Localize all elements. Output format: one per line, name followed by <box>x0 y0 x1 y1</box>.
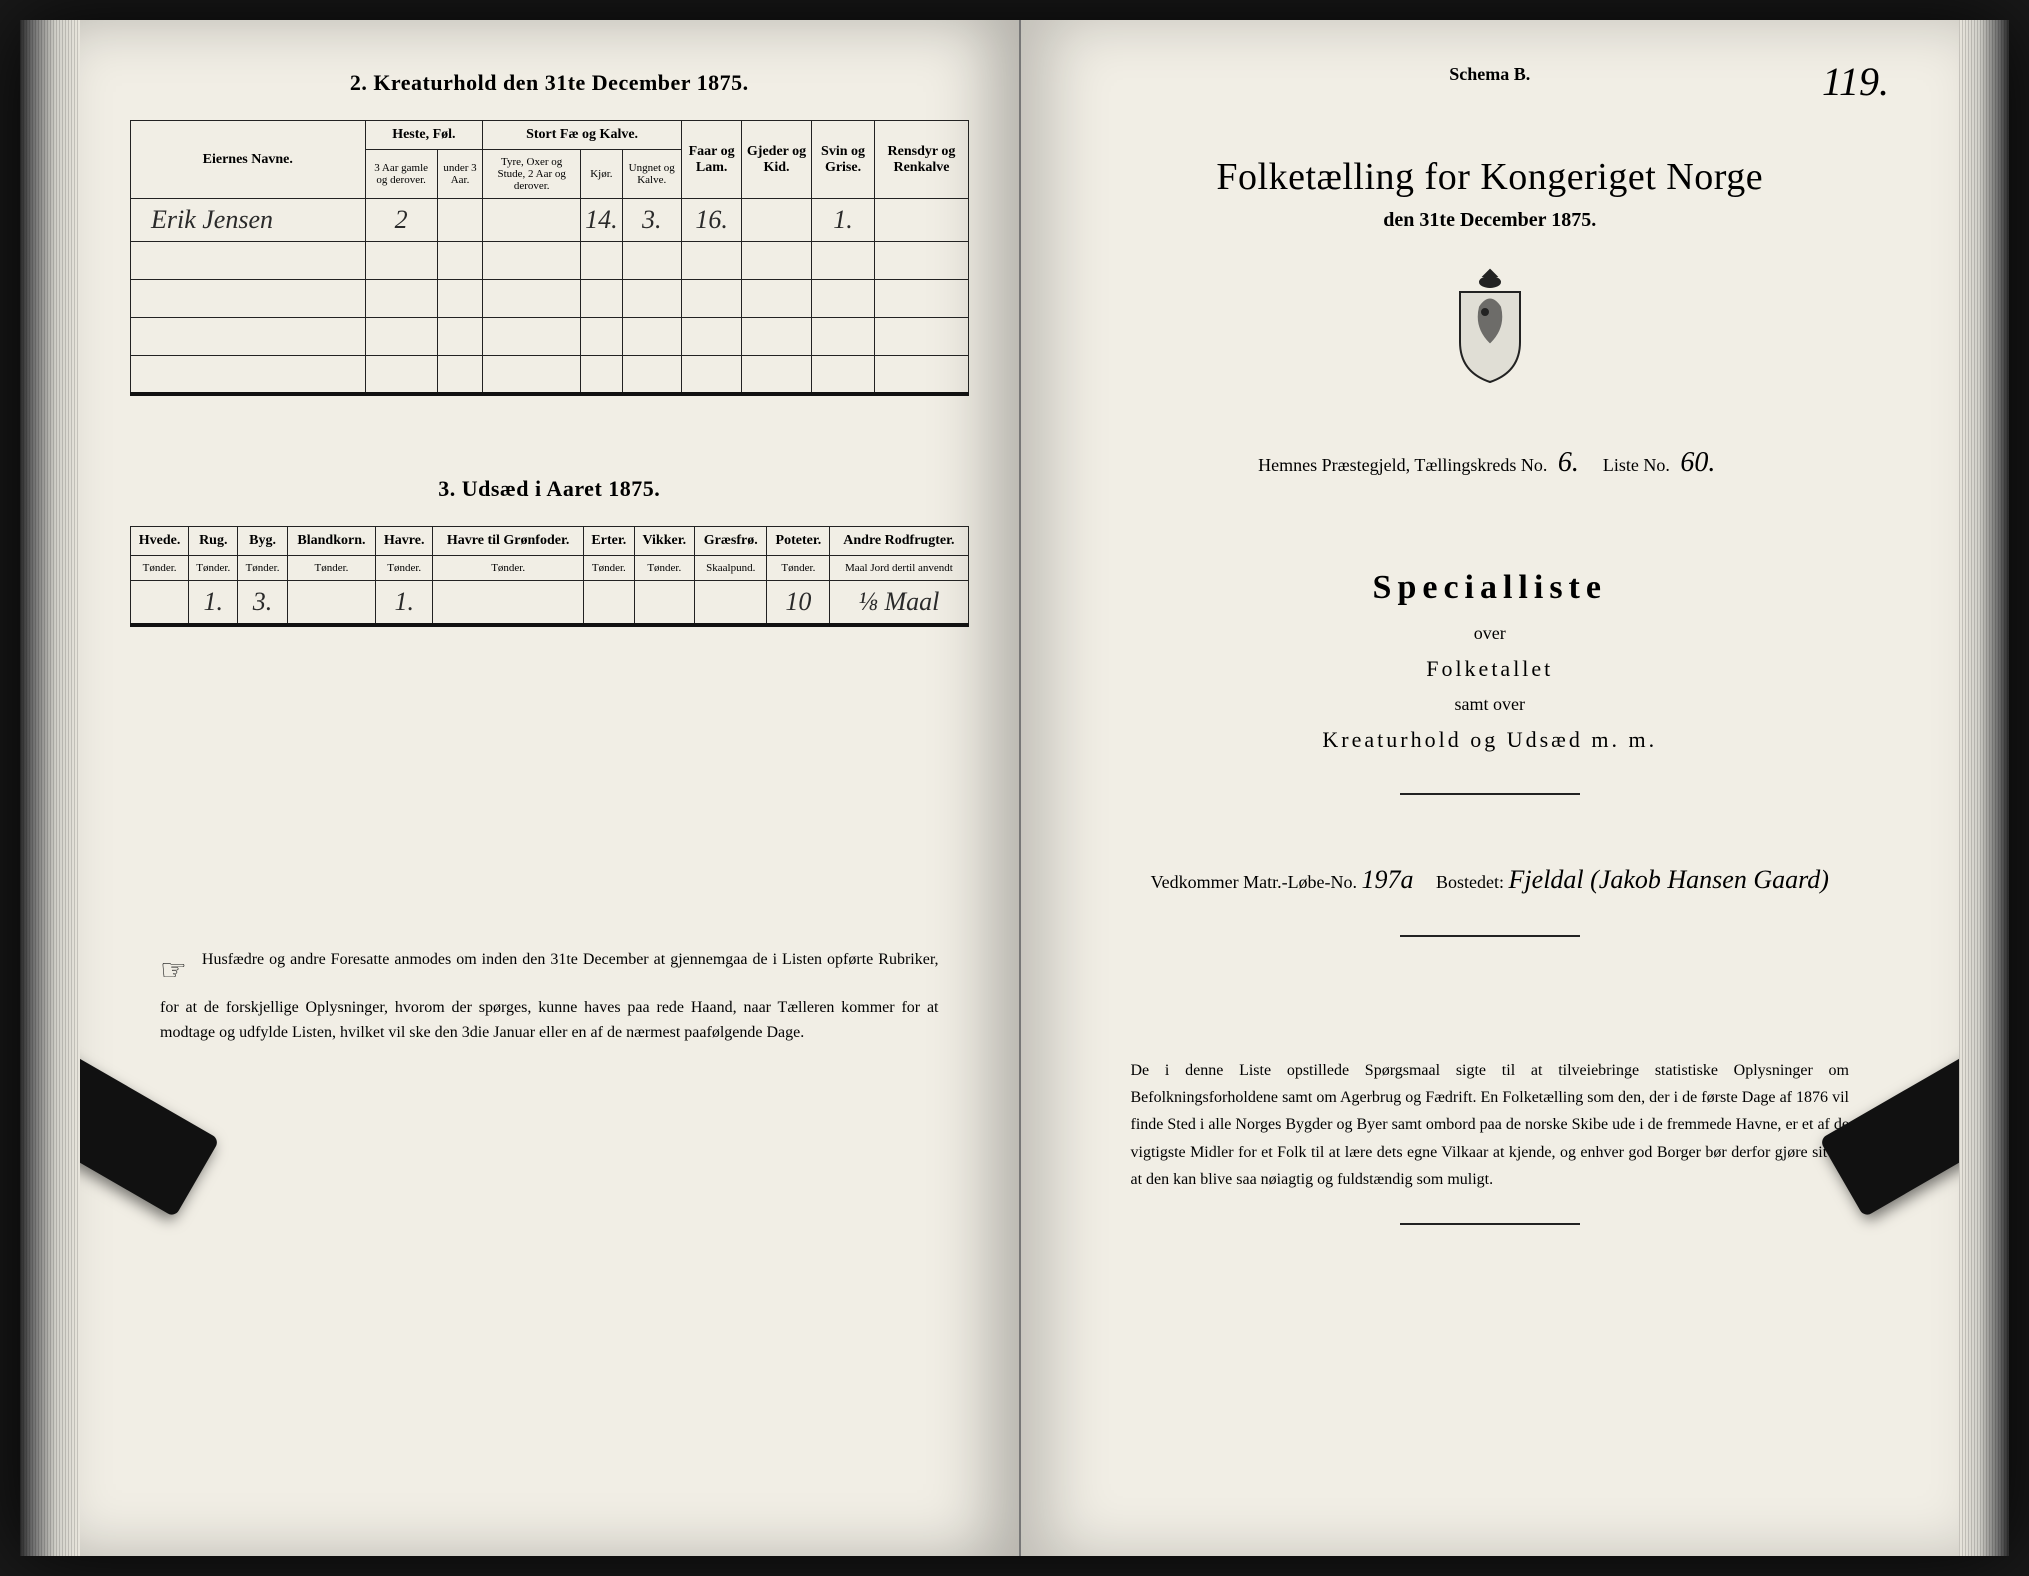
coat-of-arms-icon <box>1071 262 1910 397</box>
bosted-label: Bostedet: <box>1436 872 1504 892</box>
th-cattle-c: Ungnet og Kalve. <box>622 150 681 199</box>
unit: Tønder. <box>433 555 584 580</box>
main-title: Folketælling for Kongeriget Norge <box>1071 155 1910 199</box>
cell <box>287 580 376 625</box>
th-cattle-group: Stort Fæ og Kalve. <box>483 121 682 150</box>
cell: 16. <box>681 199 742 242</box>
table-row <box>131 242 969 280</box>
section3-title: 3. Udsæd i Aaret 1875. <box>130 476 969 502</box>
cell <box>742 199 811 242</box>
th-horse-b: under 3 Aar. <box>437 150 482 199</box>
census-date: den 31te December 1875. <box>1071 209 1910 232</box>
folketallet-label: Folketallet <box>1071 656 1910 682</box>
cell: 1. <box>189 580 238 625</box>
liste-no: 60. <box>1674 447 1721 478</box>
samt-label: samt over <box>1071 694 1910 715</box>
th-goat: Gjeder og Kid. <box>742 121 811 199</box>
th-potato: Poteter. <box>767 526 830 555</box>
th-horse-group: Heste, Føl. <box>365 121 483 150</box>
unit: Tønder. <box>376 555 433 580</box>
cell: 14. <box>581 199 623 242</box>
page-clip-left <box>80 1045 220 1218</box>
pointing-hand-icon: ☞ <box>160 947 187 995</box>
parish-line: Hemnes Præstegjeld, Tællingskreds No. 6.… <box>1071 447 1910 479</box>
table-row <box>131 356 969 394</box>
th-cattle-a: Tyre, Oxer og Stude, 2 Aar og derover. <box>483 150 581 199</box>
cell <box>634 580 695 625</box>
section2-title: 2. Kreaturhold den 31te December 1875. <box>130 70 969 96</box>
th-green: Havre til Grønfoder. <box>433 526 584 555</box>
matr-no: 197a <box>1362 865 1414 894</box>
owner-cell: Erik Jensen <box>131 199 366 242</box>
cell <box>433 580 584 625</box>
page-number: 119. <box>1822 58 1889 105</box>
cell: 10 <box>767 580 830 625</box>
unit: Tønder. <box>238 555 287 580</box>
unit: Tønder. <box>584 555 634 580</box>
book-spread: 2. Kreaturhold den 31te December 1875. E… <box>20 20 2009 1556</box>
footnote-text: Husfædre og andre Foresatte anmodes om i… <box>160 951 939 1042</box>
cell <box>437 199 482 242</box>
th-other: Andre Rodfrugter. <box>830 526 968 555</box>
th-rye: Rug. <box>189 526 238 555</box>
left-footnote: ☞ Husfædre og andre Foresatte anmodes om… <box>130 947 969 1046</box>
schema-label: Schema B. <box>1071 64 1910 85</box>
cell <box>584 580 634 625</box>
matr-line: Vedkommer Matr.-Løbe-No. 197a Bostedet: … <box>1071 865 1910 895</box>
unit: Tønder. <box>767 555 830 580</box>
cell: 2 <box>365 199 437 242</box>
table-row: Erik Jensen 2 14. 3. 16. 1. <box>131 199 969 242</box>
unit-other: Maal Jord dertil anvendt <box>830 555 968 580</box>
table-row <box>131 280 969 318</box>
cell <box>483 199 581 242</box>
cell <box>131 580 189 625</box>
kreaturhold-table: Eiernes Navne. Heste, Føl. Stort Fæ og K… <box>130 120 969 396</box>
divider <box>1400 1223 1580 1225</box>
matr-label: Vedkommer Matr.-Løbe-No. <box>1151 872 1357 892</box>
unit: Tønder. <box>189 555 238 580</box>
parish-prefix: Hemnes Præstegjeld, Tællingskreds No. <box>1258 455 1547 475</box>
right-footnote: De i denne Liste opstillede Spørgsmaal s… <box>1071 1057 1910 1193</box>
th-wheat: Hvede. <box>131 526 189 555</box>
th-reindeer: Rensdyr og Renkalve <box>875 121 968 199</box>
kreatur-label: Kreaturhold og Udsæd m. m. <box>1071 727 1910 753</box>
th-cattle-b: Kjør. <box>581 150 623 199</box>
udsaed-table: Hvede. Rug. Byg. Blandkorn. Havre. Havre… <box>130 526 969 627</box>
unit: Tønder. <box>634 555 695 580</box>
book-edge-left <box>20 20 80 1556</box>
th-barley: Byg. <box>238 526 287 555</box>
cell: ⅛ Maal <box>830 580 968 625</box>
kreds-no: 6. <box>1552 447 1585 478</box>
unit-grass: Skaalpund. <box>695 555 767 580</box>
th-horse-a: 3 Aar gamle og derover. <box>365 150 437 199</box>
unit: Tønder. <box>131 555 189 580</box>
th-oats: Havre. <box>376 526 433 555</box>
table-row <box>131 318 969 356</box>
liste-label: Liste No. <box>1603 455 1670 475</box>
bosted-value: Fjeldal (Jakob Hansen Gaard) <box>1509 865 1829 894</box>
th-grass: Græsfrø. <box>695 526 767 555</box>
cell: 3. <box>238 580 287 625</box>
cell: 1. <box>811 199 875 242</box>
th-vetch: Vikker. <box>634 526 695 555</box>
unit: Tønder. <box>287 555 376 580</box>
cell <box>695 580 767 625</box>
th-pig: Svin og Grise. <box>811 121 875 199</box>
th-sheep: Faar og Lam. <box>681 121 742 199</box>
cell: 1. <box>376 580 433 625</box>
right-page: 119. Schema B. Folketælling for Kongerig… <box>1021 20 1960 1556</box>
book-edge-right <box>1959 20 2009 1556</box>
th-owner: Eiernes Navne. <box>131 121 366 199</box>
th-peas: Erter. <box>584 526 634 555</box>
specialliste-title: Specialliste <box>1071 569 1910 607</box>
divider <box>1400 935 1580 937</box>
th-mixed: Blandkorn. <box>287 526 376 555</box>
left-page: 2. Kreaturhold den 31te December 1875. E… <box>80 20 1021 1556</box>
over-label: over <box>1071 623 1910 644</box>
cell: 3. <box>622 199 681 242</box>
divider <box>1400 793 1580 795</box>
table-row: 1. 3. 1. 10 ⅛ Maal <box>131 580 969 625</box>
cell <box>875 199 968 242</box>
